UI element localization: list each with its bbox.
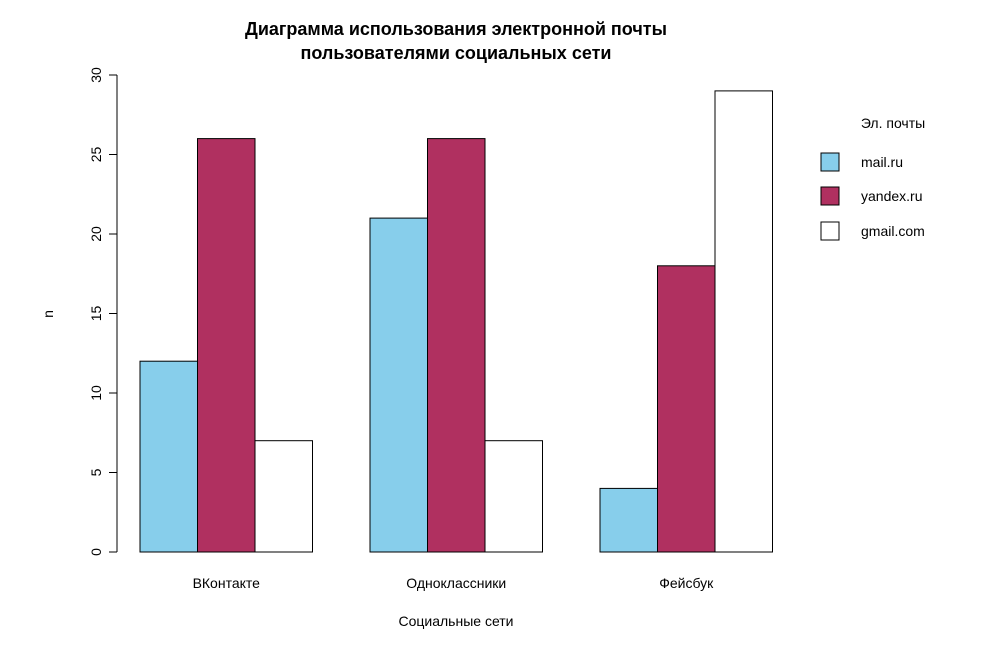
legend-swatch	[820, 186, 840, 206]
bar-yandex-ru-2	[427, 138, 486, 553]
x-tick-label: ВКонтакте	[193, 575, 261, 591]
y-axis: 0 5 10 15 20 25 30	[88, 67, 118, 556]
y-tick-label: 5	[88, 468, 104, 476]
x-tick-label: Фейсбук	[659, 575, 714, 591]
y-tick-label: 15	[88, 306, 104, 322]
y-tick-label: 30	[88, 67, 104, 83]
legend-label: gmail.com	[861, 223, 925, 239]
bar-yandex-ru-1	[197, 138, 256, 553]
bars	[139, 90, 773, 553]
x-axis-labels: ВКонтакте Одноклассники Фейсбук	[193, 575, 715, 591]
x-tick-label: Одноклассники	[406, 575, 506, 591]
chart-title-line-2: пользователями социальных сети	[301, 43, 612, 63]
legend-title: Эл. почты	[861, 115, 925, 131]
legend-label: mail.ru	[861, 154, 903, 170]
bar-gmail-com-2	[484, 440, 543, 553]
chart-title-line-1: Диаграмма использования электронной почт…	[245, 19, 667, 39]
legend-swatch	[820, 152, 840, 172]
y-tick-label: 10	[88, 385, 104, 401]
bar-mail-ru-1	[139, 360, 198, 553]
y-tick-label: 0	[88, 548, 104, 556]
x-axis-title: Социальные сети	[398, 613, 513, 629]
bar-gmail-com-1	[254, 440, 313, 553]
legend-label: yandex.ru	[861, 188, 922, 204]
bar-gmail-com-3	[714, 90, 773, 553]
legend-swatch	[820, 221, 840, 241]
y-tick-label: 25	[88, 147, 104, 163]
bar-mail-ru-2	[369, 217, 428, 553]
legend: Эл. почты mail.ru yandex.ru gmail.com	[820, 115, 925, 241]
y-tick-label: 20	[88, 226, 104, 242]
y-axis-title: n	[40, 310, 56, 318]
bar-mail-ru-3	[599, 487, 658, 553]
bar-yandex-ru-3	[657, 265, 716, 553]
